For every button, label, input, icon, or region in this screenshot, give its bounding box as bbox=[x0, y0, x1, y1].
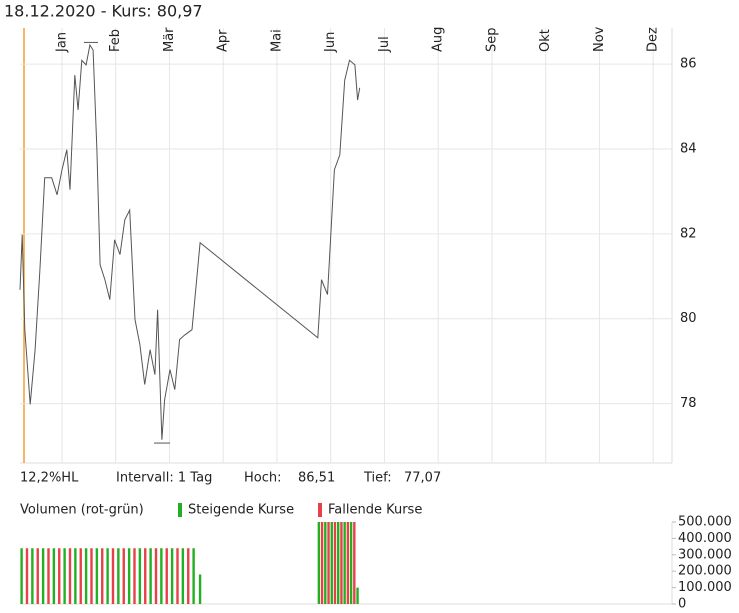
volume-bar bbox=[36, 548, 39, 604]
x-tick-label: Jun bbox=[323, 32, 338, 53]
x-tick-label: Feb bbox=[108, 29, 123, 52]
volume-bar bbox=[149, 548, 152, 604]
high-label: Hoch: bbox=[244, 471, 282, 486]
volume-bar bbox=[317, 522, 321, 604]
volume-bar bbox=[165, 548, 168, 604]
volume-bar bbox=[181, 548, 185, 604]
volume-bar bbox=[68, 548, 72, 604]
volume-bar bbox=[353, 522, 356, 604]
volume-bar bbox=[333, 522, 337, 604]
low-value: 77,07 bbox=[404, 471, 441, 486]
volume-bar bbox=[133, 548, 136, 604]
volume-bar bbox=[198, 574, 202, 604]
volume-bar bbox=[41, 548, 45, 604]
volume-bar bbox=[52, 548, 56, 604]
volume-bar bbox=[138, 548, 142, 604]
volume-bar bbox=[327, 522, 330, 604]
x-tick-label: Mär bbox=[162, 27, 177, 52]
legend-swatch bbox=[178, 503, 182, 517]
volume-bar bbox=[320, 522, 324, 604]
legend-label: Fallende Kurse bbox=[328, 503, 422, 518]
volume-bar bbox=[31, 548, 34, 604]
y-tick-label: 100.000 bbox=[678, 580, 732, 595]
volume-bar bbox=[192, 548, 195, 604]
y-tick-label: 78 bbox=[680, 396, 697, 411]
volume-bar bbox=[170, 548, 174, 604]
x-tick-label: Apr bbox=[216, 29, 231, 52]
volume-bar bbox=[111, 548, 115, 604]
y-tick-label: 500.000 bbox=[678, 515, 732, 530]
volume-bar bbox=[95, 548, 99, 604]
y-tick-label: 80 bbox=[680, 311, 697, 326]
x-tick-label: Jul bbox=[377, 36, 392, 53]
x-tick-label: Dez bbox=[646, 27, 661, 52]
high-value: 86,51 bbox=[298, 471, 335, 486]
x-tick-label: Nov bbox=[592, 26, 607, 52]
volume-bar bbox=[20, 548, 23, 604]
volume-bar bbox=[346, 522, 350, 604]
volume-bar bbox=[324, 522, 327, 604]
volume-bar bbox=[117, 548, 120, 604]
x-tick-label: Jan bbox=[54, 32, 69, 53]
volume-bar bbox=[47, 548, 50, 604]
x-tick-label: Mai bbox=[269, 29, 284, 52]
volume-bar bbox=[356, 587, 359, 604]
x-tick-label: Okt bbox=[538, 29, 553, 52]
volume-bar bbox=[144, 548, 147, 604]
y-tick-label: 200.000 bbox=[678, 564, 732, 579]
y-tick-label: 400.000 bbox=[678, 531, 732, 546]
volume-bar bbox=[63, 548, 66, 604]
legend-swatch bbox=[318, 503, 322, 517]
volume-bar bbox=[127, 548, 131, 604]
price-line bbox=[19, 43, 361, 440]
range-label: 12,2%HL bbox=[20, 471, 79, 486]
volume-bar bbox=[154, 548, 158, 604]
x-tick-label: Sep bbox=[484, 27, 499, 52]
y-tick-label: 84 bbox=[680, 141, 697, 156]
volume-bar bbox=[176, 548, 179, 604]
volume-bar bbox=[79, 548, 82, 604]
volume-bar bbox=[187, 548, 190, 604]
volume-bar bbox=[101, 548, 104, 604]
volume-bar bbox=[122, 548, 125, 604]
volume-bar bbox=[160, 548, 163, 604]
y-tick-label: 82 bbox=[680, 226, 697, 241]
chart-title: 18.12.2020 - Kurs: 80,97 bbox=[4, 2, 203, 21]
y-tick-label: 300.000 bbox=[678, 547, 732, 562]
volume-bar bbox=[330, 522, 333, 604]
y-tick-label: 0 bbox=[678, 597, 686, 612]
legend-label: Steigende Kurse bbox=[188, 503, 294, 518]
interval-label: Intervall: 1 Tag bbox=[116, 471, 212, 486]
volume-bar bbox=[74, 548, 77, 604]
volume-bar bbox=[25, 548, 29, 604]
volume-bar bbox=[343, 522, 346, 604]
volume-bar bbox=[84, 548, 88, 604]
volume-bar bbox=[58, 548, 61, 604]
volume-title: Volumen (rot-grün) bbox=[20, 503, 144, 518]
volume-bar bbox=[340, 522, 343, 604]
volume-bar bbox=[337, 522, 340, 604]
volume-bar bbox=[349, 522, 353, 604]
low-label: Tief: bbox=[363, 471, 392, 486]
x-tick-label: Aug bbox=[431, 27, 446, 52]
volume-bar bbox=[106, 548, 109, 604]
volume-bar bbox=[90, 548, 93, 604]
y-tick-label: 86 bbox=[680, 57, 697, 72]
